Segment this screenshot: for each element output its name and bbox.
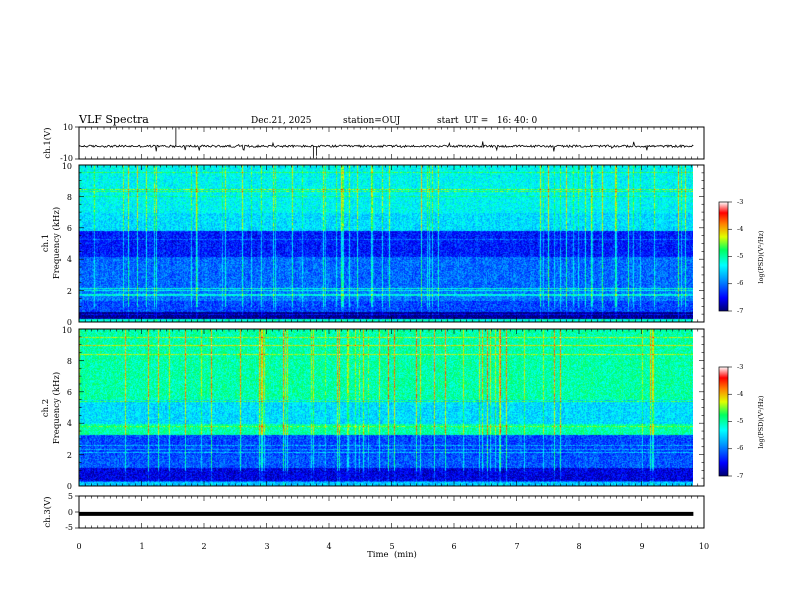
- ch2-cb-tick-m5: -5: [737, 417, 743, 425]
- ch1-ylabel-channel: ch.1: [41, 234, 51, 252]
- ch1-freq-tick-10: 10: [62, 162, 72, 171]
- ch2-spectrogram-image: [79, 329, 693, 486]
- ch1-freq-tick-2: 2: [67, 287, 72, 296]
- ch2-cb-tick-m4: -4: [737, 390, 743, 398]
- time-tick-7: 7: [514, 542, 519, 551]
- ch3-ytick-bottom: -5: [65, 523, 73, 532]
- ch2-ylabel-channel: ch.2: [41, 399, 51, 417]
- ch1-ytick-bottom: -10: [60, 154, 73, 163]
- start-time-label: start UT = 16: 40: 0: [437, 116, 538, 126]
- ch2-freq-tick-2: 2: [67, 451, 72, 460]
- ch1-colorbar: -3 -4 -5 -6 -7 log(PSD)(V²/Hz): [718, 198, 765, 315]
- ch1-freq-tick-6: 6: [67, 224, 72, 233]
- ch2-colorbar-label: log(PSD)(V²/Hz): [757, 395, 765, 448]
- ch3-waveform-axes: [75, 495, 705, 529]
- ch2-cb-tick-m7: -7: [737, 472, 743, 480]
- ch1-ytick-top: 10: [63, 123, 73, 132]
- ch1-cb-tick-m3: -3: [737, 198, 743, 206]
- time-tick-1: 1: [139, 542, 144, 551]
- time-tick-5: 5: [389, 542, 394, 551]
- ch2-spectrogram-panel: 0 2 4 6 8 10 ch.2 Frequency (kHz): [41, 326, 705, 491]
- ch1-spectrogram-image: [79, 165, 693, 322]
- time-tick-3: 3: [264, 542, 269, 551]
- ch1-colorbar-label: log(PSD)(V²/Hz): [757, 230, 765, 283]
- ch1-cb-tick-m6: -6: [737, 279, 743, 287]
- ch2-freq-tick-10: 10: [62, 326, 72, 335]
- ch2-colorbar-gradient: [718, 366, 729, 477]
- ch2-ylabel-frequency: Frequency (kHz): [51, 372, 62, 444]
- ch1-waveform-axes: [75, 126, 705, 160]
- ch2-cb-tick-m6: -6: [737, 444, 743, 452]
- ch2-spectrogram-axes: [78, 328, 705, 487]
- ch3-ytick-top: 5: [68, 492, 73, 501]
- ch1-spectrogram-axes: [78, 164, 705, 323]
- ch1-freq-tick-8: 8: [67, 193, 72, 202]
- ch1-cb-tick-m7: -7: [737, 307, 743, 315]
- ch2-freq-tick-6: 6: [67, 388, 72, 397]
- time-tick-0: 0: [76, 542, 81, 551]
- ch1-spectrogram-panel: 0 2 4 6 8 10 ch.1 Frequency (kHz): [41, 162, 705, 327]
- ch3-ytick-mid: 0: [68, 508, 73, 517]
- ch2-freq-tick-0: 0: [67, 482, 72, 491]
- ch1-freq-tick-4: 4: [67, 255, 72, 264]
- figure-title: VLF Spectra: [78, 113, 149, 126]
- time-tick-10: 10: [699, 542, 709, 551]
- ch1-colorbar-gradient: [718, 201, 729, 312]
- time-tick-2: 2: [201, 542, 206, 551]
- ch1-waveform-panel: 10 -10 ch.1(V): [42, 123, 705, 163]
- time-tick-9: 9: [639, 542, 644, 551]
- ch2-freq-tick-8: 8: [67, 357, 72, 366]
- time-tick-6: 6: [451, 542, 456, 551]
- ch1-cb-tick-m5: -5: [737, 252, 743, 260]
- station-label: station=OUJ: [343, 116, 401, 126]
- ch2-colorbar: -3 -4 -5 -6 -7 log(PSD)(V²/Hz): [718, 363, 765, 480]
- ch1-freq-tick-0: 0: [67, 318, 72, 327]
- ch3-ylabel: ch.3(V): [42, 496, 53, 527]
- time-tick-4: 4: [326, 542, 331, 551]
- ch2-cb-tick-m3: -3: [737, 363, 743, 371]
- ch1-cb-tick-m4: -4: [737, 225, 743, 233]
- time-axis-label: Time (min): [367, 549, 417, 560]
- time-tick-8: 8: [576, 542, 581, 551]
- ch1-ylabel-frequency: Frequency (kHz): [51, 207, 62, 279]
- ch1-waveform-trace: [78, 127, 694, 159]
- ch1-waveform-frame: [78, 126, 705, 160]
- ch3-waveform-panel: 5 0 -5 ch.3(V): [42, 492, 705, 532]
- ch2-freq-tick-4: 4: [67, 419, 72, 428]
- date-label: Dec.21, 2025: [251, 116, 312, 126]
- ch1-ylabel: ch.1(V): [42, 127, 53, 158]
- time-axis: 0 1 2 3 4 5 6 7 8 9 10 Time (min): [76, 542, 709, 560]
